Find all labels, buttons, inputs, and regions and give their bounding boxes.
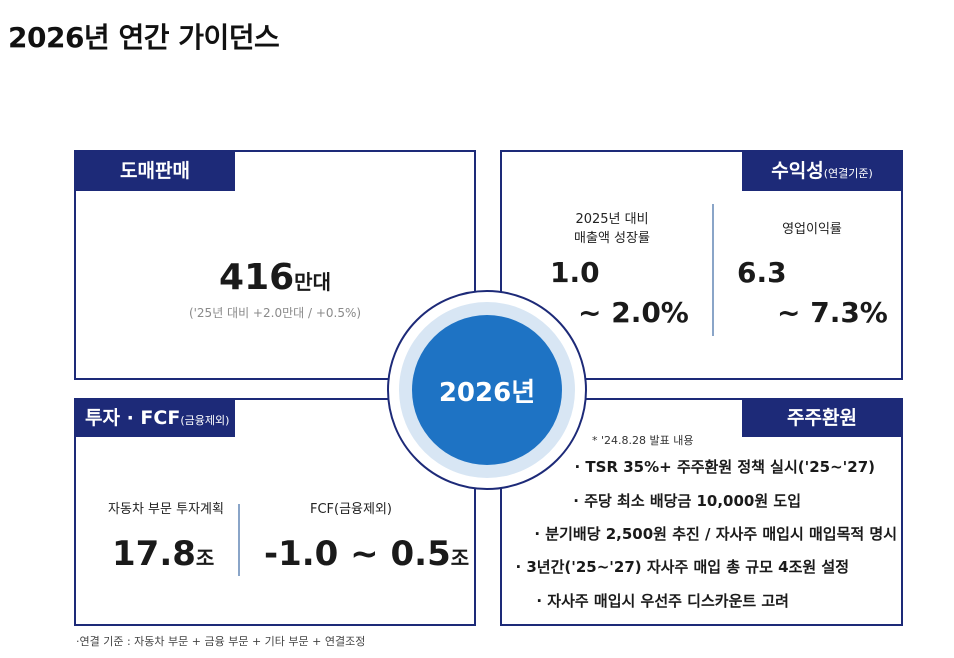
profit-tag: 수익성(연결기준) bbox=[742, 151, 902, 191]
sales-note: ('25년 대비 +2.0만대 / +0.5%) bbox=[188, 306, 362, 320]
margin-low: 6.3 bbox=[737, 256, 787, 289]
growth-low: 1.0 bbox=[550, 256, 600, 289]
list-item: · 3년간('25~'27) 자사주 매입 총 규모 4조원 설정 bbox=[515, 558, 849, 576]
fcf-unit: 조 bbox=[450, 546, 470, 570]
invest-tag: 투자 · FCF(금융제외) bbox=[75, 399, 235, 437]
list-item: · 주당 최소 배당금 10,000원 도입 bbox=[573, 492, 801, 510]
plan-value-row: 17.8조 bbox=[112, 534, 214, 574]
invest-tag-label: 투자 · FCF bbox=[85, 407, 181, 429]
shareholder-footnote: * '24.8.28 발표 내용 bbox=[592, 434, 694, 447]
plan-unit: 조 bbox=[195, 546, 215, 570]
margin-high: ~ 7.3% bbox=[777, 296, 888, 329]
shareholder-tag: 주주환원 bbox=[742, 399, 902, 437]
center-badge: 2026년 bbox=[387, 290, 587, 490]
profit-divider bbox=[712, 204, 714, 336]
profit-tag-sub: (연결기준) bbox=[823, 167, 873, 180]
margin-label: 영업이익률 bbox=[782, 222, 842, 237]
list-item: · 자사주 매입시 우선주 디스카운트 고려 bbox=[536, 592, 789, 610]
growth-label: 2025년 대비 매출액 성장률 bbox=[532, 210, 692, 248]
sales-value: 416 bbox=[219, 257, 295, 298]
center-halo: 2026년 bbox=[399, 302, 575, 478]
list-item: · 분기배당 2,500원 추진 / 자사주 매입시 매입목적 명시 bbox=[534, 525, 897, 543]
center-label: 2026년 bbox=[412, 315, 562, 465]
growth-label-line2: 매출액 성장률 bbox=[574, 231, 650, 246]
invest-tag-sub: (금융제외) bbox=[180, 414, 230, 427]
list-item: · TSR 35%+ 주주환원 정책 실시('25~'27) bbox=[574, 458, 875, 476]
plan-label: 자동차 부문 투자계획 bbox=[108, 502, 224, 517]
page-title: 2026년 연간 가이던스 bbox=[8, 21, 280, 54]
profit-tag-label: 수익성 bbox=[771, 160, 824, 182]
plan-value: 17.8 bbox=[112, 534, 196, 574]
fcf-label: FCF(금융제외) bbox=[309, 502, 393, 517]
fcf-value-row: -1.0 ~ 0.5조 bbox=[264, 534, 469, 574]
footer-note: ·연결 기준 : 자동차 부문 + 금융 부문 + 기타 부문 + 연결조정 bbox=[76, 635, 366, 648]
invest-divider bbox=[238, 504, 240, 576]
sales-unit: 만대 bbox=[294, 270, 331, 294]
fcf-value: -1.0 ~ 0.5 bbox=[264, 534, 451, 574]
growth-label-line1: 2025년 대비 bbox=[575, 212, 649, 227]
sales-value-row: 416만대 bbox=[76, 257, 474, 298]
sales-panel: 도매판매 416만대 ('25년 대비 +2.0만대 / +0.5%) bbox=[74, 150, 476, 380]
sales-tag: 도매판매 bbox=[75, 151, 235, 191]
growth-high: ~ 2.0% bbox=[578, 296, 689, 329]
